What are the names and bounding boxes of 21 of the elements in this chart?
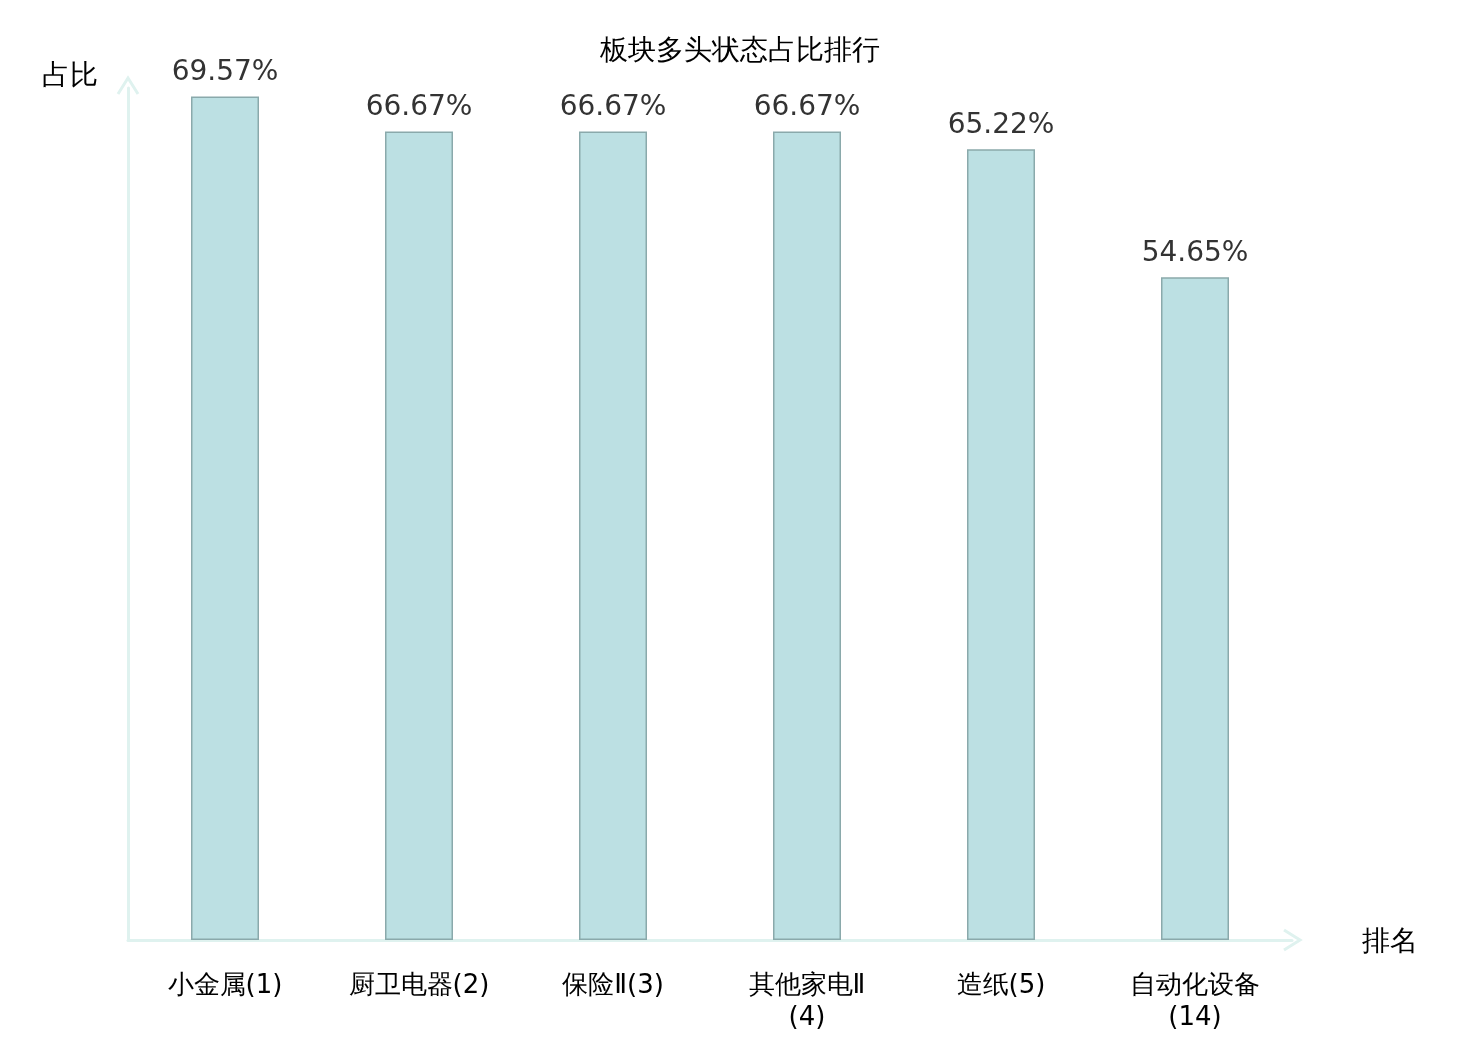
bar xyxy=(967,149,1035,940)
x-tick-label: 保险Ⅱ(3) xyxy=(562,969,664,999)
x-tick-label: 自动化设备(14) xyxy=(1130,969,1260,1031)
bar xyxy=(385,131,453,940)
x-tick-label: 小金属(1) xyxy=(167,969,283,999)
data-label: 69.57% xyxy=(171,53,279,87)
data-label: 66.67% xyxy=(753,89,861,123)
x-tick-label: 其他家电Ⅱ(4) xyxy=(748,969,866,1031)
data-label: 54.65% xyxy=(1141,234,1249,268)
bar xyxy=(579,131,647,940)
data-label: 65.22% xyxy=(947,106,1055,140)
bar xyxy=(1161,277,1229,940)
data-label: 66.67% xyxy=(559,89,667,123)
data-label: 66.67% xyxy=(365,89,473,123)
bar xyxy=(191,96,259,940)
bar xyxy=(773,131,841,940)
x-tick-label: 厨卫电器(2) xyxy=(348,969,490,999)
y-axis-title: 占比 xyxy=(42,57,98,91)
x-tick-label: 造纸(5) xyxy=(956,969,1046,999)
chart-title: 板块多头状态占比排行 xyxy=(599,32,880,66)
x-axis-title: 排名 xyxy=(1362,923,1418,957)
